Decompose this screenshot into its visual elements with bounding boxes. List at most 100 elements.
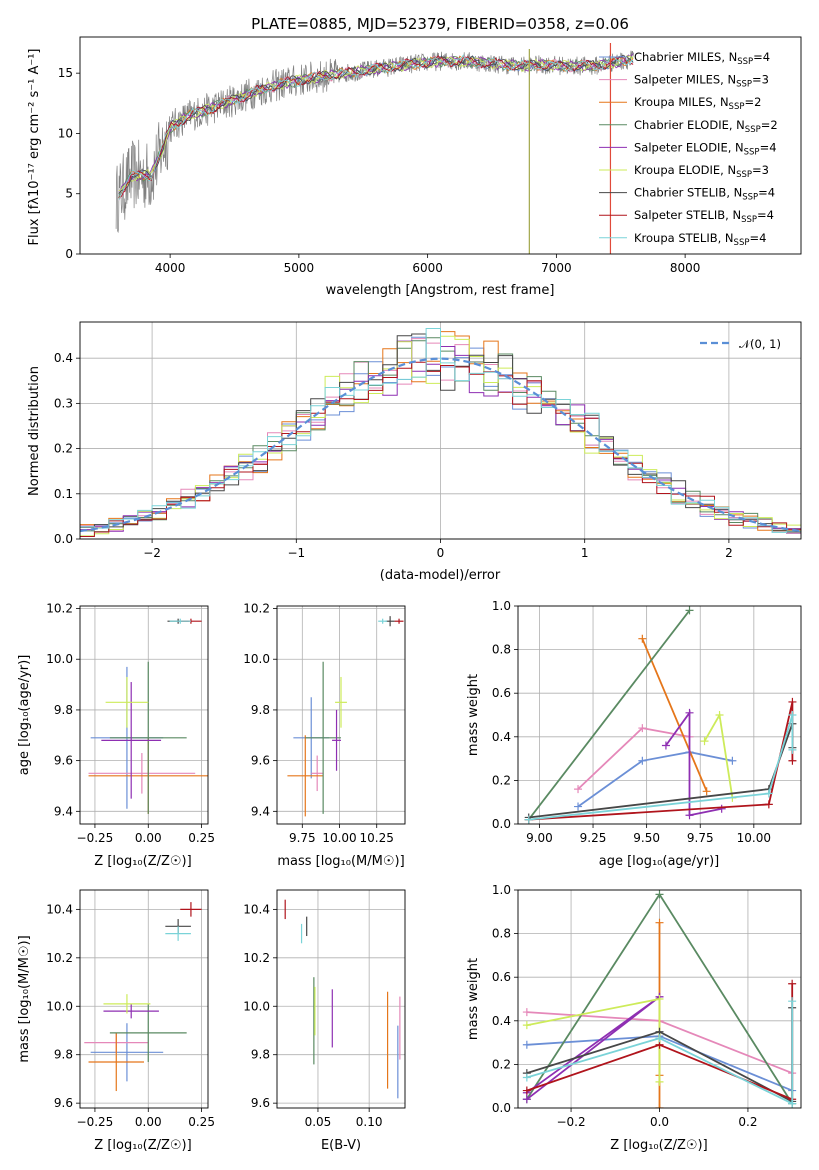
x-tick-label: 1 — [581, 546, 589, 560]
mass-weight-point — [728, 756, 737, 765]
age-vs-z-ylabel: age [log₁₀(age/yr)] — [17, 655, 32, 776]
legend-label: Chabrier ELODIE, NSSP=2 — [634, 118, 778, 135]
mass-weight-point — [522, 1008, 531, 1017]
residual-ylabel: Normed distribution — [27, 366, 42, 496]
residual-histogram-step — [80, 328, 801, 533]
x-tick-label: 0 — [437, 546, 445, 560]
normal-distribution-curve — [80, 357, 801, 533]
mass-weight-point — [522, 1073, 531, 1082]
y-tick-label: 0.0 — [492, 1101, 511, 1115]
mass-vs-z-plot-area: −0.25 0.00 0.25 9.6 9.8 10.0 10.2 10.4 — [46, 889, 215, 1129]
legend-value: =4 — [753, 50, 770, 64]
mass-vs-z-ylabel: mass [log₁₀(M/M☉)] — [17, 935, 32, 1062]
residual-xlabel: (data-model)/error — [380, 568, 501, 583]
mass-weight-vs-z-xlabel: Z [log₁₀(Z/Z☉)] — [610, 1138, 707, 1153]
age-vs-mass-panel: 9.75 10.00 10.25 9.4 9.6 9.8 10.0 10.2 — [243, 602, 406, 845]
mass-weight-point — [524, 815, 533, 824]
y-tick-label: 0.2 — [492, 773, 511, 787]
x-tick-label: 0.00 — [135, 831, 162, 845]
observed-spectrum-line — [115, 50, 634, 234]
mass-weight-vs-z-plot-area: −0.2 0.0 0.2 0.0 0.2 0.4 0.6 0.8 1.0 — [492, 883, 802, 1129]
mass-vs-ebv-content — [284, 899, 401, 1099]
x-tick-label: 6000 — [412, 261, 443, 275]
mass-weight-point — [788, 756, 797, 765]
mass-weight-point — [700, 737, 709, 746]
legend-value: =2 — [761, 118, 778, 132]
legend-subscript: SSP — [736, 80, 752, 90]
age-vs-mass-grid — [277, 606, 405, 824]
legend-label: Chabrier STELIB, NSSP=4 — [634, 186, 775, 203]
figure-title: PLATE=0885, MJD=52379, FIBERID=0358, z=0… — [251, 15, 629, 33]
age-vs-mass-xlabel: mass [log₁₀(M/M☉)] — [277, 854, 404, 869]
y-tick-label: 10.4 — [46, 902, 73, 916]
y-tick-label: 0.4 — [492, 1014, 511, 1028]
mass-weight-point — [655, 1104, 664, 1108]
legend-value: =4 — [760, 140, 777, 154]
mass-weight-point — [655, 918, 664, 927]
x-tick-label: 4000 — [155, 261, 186, 275]
y-tick-label: 0.6 — [492, 686, 511, 700]
spectrum-legend: Chabrier MILES, NSSP=4 Salpeter MILES, NS… — [599, 50, 778, 248]
age-vs-mass-frame — [276, 605, 406, 825]
model-spectrum-line — [118, 55, 634, 201]
y-tick-label: 10.0 — [243, 652, 270, 666]
mass-weight-point — [788, 997, 797, 1006]
y-tick-label: 9.6 — [251, 754, 270, 768]
mass-vs-ebv-panel: 0.05 0.10 9.6 9.8 10.0 10.2 10.4 — [243, 889, 406, 1129]
y-tick-label: 0.2 — [492, 1057, 511, 1071]
x-tick-label: 0.2 — [738, 1115, 757, 1129]
mass-weight-vs-age-panel: 9.00 9.25 9.50 9.75 10.00 0.0 0.2 0.4 0.6 0.8 1.0 — [492, 599, 802, 845]
y-tick-label: 10.2 — [243, 951, 270, 965]
y-tick-label: 0.2 — [54, 442, 73, 456]
y-tick-label: 10.4 — [243, 902, 270, 916]
mass-weight-vs-age-xlabel: age [log₁₀(age/yr)] — [599, 854, 720, 869]
x-tick-label: 0.0 — [650, 1115, 669, 1129]
legend-label: 𝒩(0, 1) — [739, 337, 781, 351]
legend-label: Kroupa STELIB, NSSP=4 — [634, 231, 766, 248]
legend-value: =4 — [757, 208, 774, 222]
age-vs-z-plot-area: −0.25 0.00 0.25 9.4 9.6 9.8 10.0 10.2 — [46, 602, 215, 845]
mass-vs-z-panel: −0.25 0.00 0.25 9.6 9.8 10.0 10.2 10.4 — [46, 889, 215, 1129]
y-tick-label: 9.8 — [54, 1048, 73, 1062]
mass-vs-ebv-xlabel: E(B-V) — [321, 1138, 361, 1153]
legend-subscript: SSP — [737, 57, 753, 67]
legend-subscript: SSP — [744, 147, 760, 157]
legend-label: Kroupa MILES, NSSP=2 — [634, 95, 761, 112]
model-spectrum-line — [118, 54, 634, 201]
x-tick-label: −2 — [143, 546, 161, 560]
legend-label: Chabrier MILES, NSSP=4 — [634, 50, 770, 67]
model-spectrum-line — [118, 56, 634, 199]
residual-plot-area: −2 −1 0 1 2 0.0 0.1 0.2 0.3 0.4 𝒩(0, 1) — [54, 321, 802, 560]
legend-value: =3 — [752, 73, 769, 87]
legend-subscript: SSP — [741, 215, 757, 225]
mass-weight-point — [764, 789, 773, 798]
y-tick-label: 10.0 — [46, 999, 73, 1013]
y-tick-label: 9.6 — [251, 1096, 270, 1110]
mass-weight-point — [638, 724, 647, 733]
x-tick-label: 0.10 — [356, 1115, 383, 1129]
mass-weight-point — [661, 741, 670, 750]
y-tick-label: 9.8 — [251, 1048, 270, 1062]
legend-subscript: SSP — [736, 170, 752, 180]
y-tick-label: 0.3 — [54, 396, 73, 410]
mass-weight-point — [522, 1021, 531, 1030]
spectrum-panel: 4000 5000 6000 7000 8000 0 5 10 15 Chabrier MILES… — [58, 36, 802, 275]
model-spectrum-line — [118, 55, 634, 199]
y-tick-label: 0 — [65, 247, 73, 261]
age-vs-z-xlabel: Z [log₁₀(Z/Z☉)] — [94, 854, 191, 869]
mass-weight-vs-age-frame — [517, 605, 802, 825]
x-tick-label: 9.75 — [289, 831, 316, 845]
age-vs-mass-content — [287, 616, 404, 817]
mass-weight-vs-z-ylabel: mass weight — [466, 958, 481, 1040]
y-tick-label: 0.0 — [54, 532, 73, 546]
mass-weight-point — [574, 802, 583, 811]
x-tick-label: −0.25 — [77, 831, 114, 845]
y-tick-label: 0.1 — [54, 487, 73, 501]
y-tick-label: 9.6 — [54, 754, 73, 768]
spectrum-frame — [79, 36, 802, 255]
mass-weight-series-line — [526, 1001, 794, 1106]
y-tick-label: 10.2 — [46, 951, 73, 965]
mass-vs-ebv-plot-area: 0.05 0.10 9.6 9.8 10.0 10.2 10.4 — [243, 889, 406, 1129]
y-tick-label: 10.2 — [243, 602, 270, 616]
